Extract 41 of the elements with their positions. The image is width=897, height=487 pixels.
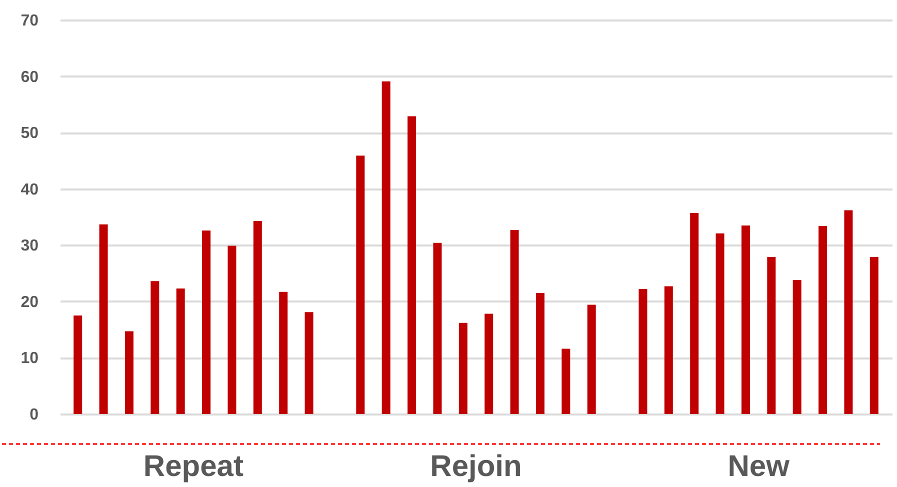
bar xyxy=(844,210,853,414)
bar xyxy=(408,116,416,414)
bar xyxy=(202,230,211,414)
y-tick-label: 50 xyxy=(20,125,39,142)
bar xyxy=(356,156,365,414)
bar xyxy=(99,224,108,414)
series-label: Rejoin xyxy=(430,450,522,483)
bar xyxy=(716,233,724,414)
bar xyxy=(510,230,519,414)
bar xyxy=(433,242,442,414)
bar xyxy=(690,213,699,414)
y-tick-label: 0 xyxy=(30,406,39,424)
series-label: Repeat xyxy=(143,450,244,483)
bar xyxy=(458,322,468,414)
bar xyxy=(228,246,236,414)
bar xyxy=(176,288,185,414)
y-tick-label: 70 xyxy=(20,12,39,30)
bar xyxy=(150,281,160,414)
bar xyxy=(767,256,776,414)
bar xyxy=(792,280,802,414)
bar xyxy=(818,226,828,414)
bar xyxy=(870,256,878,414)
bar xyxy=(562,348,570,414)
bar xyxy=(587,304,596,414)
y-tick-label: 30 xyxy=(20,238,39,255)
bar xyxy=(484,314,494,414)
y-tick-label: 40 xyxy=(20,181,39,198)
y-tick-label: 10 xyxy=(20,350,39,368)
bar xyxy=(279,292,288,414)
bar xyxy=(304,312,314,414)
bar xyxy=(253,220,262,414)
bar xyxy=(664,286,673,414)
y-tick-label: 60 xyxy=(20,68,39,86)
bar xyxy=(74,316,82,414)
bar xyxy=(638,289,648,414)
bar xyxy=(741,225,750,414)
bar xyxy=(536,292,544,414)
y-tick-label: 20 xyxy=(20,294,39,311)
bar xyxy=(124,331,134,414)
bar xyxy=(382,81,390,414)
series-label: New xyxy=(728,450,790,483)
